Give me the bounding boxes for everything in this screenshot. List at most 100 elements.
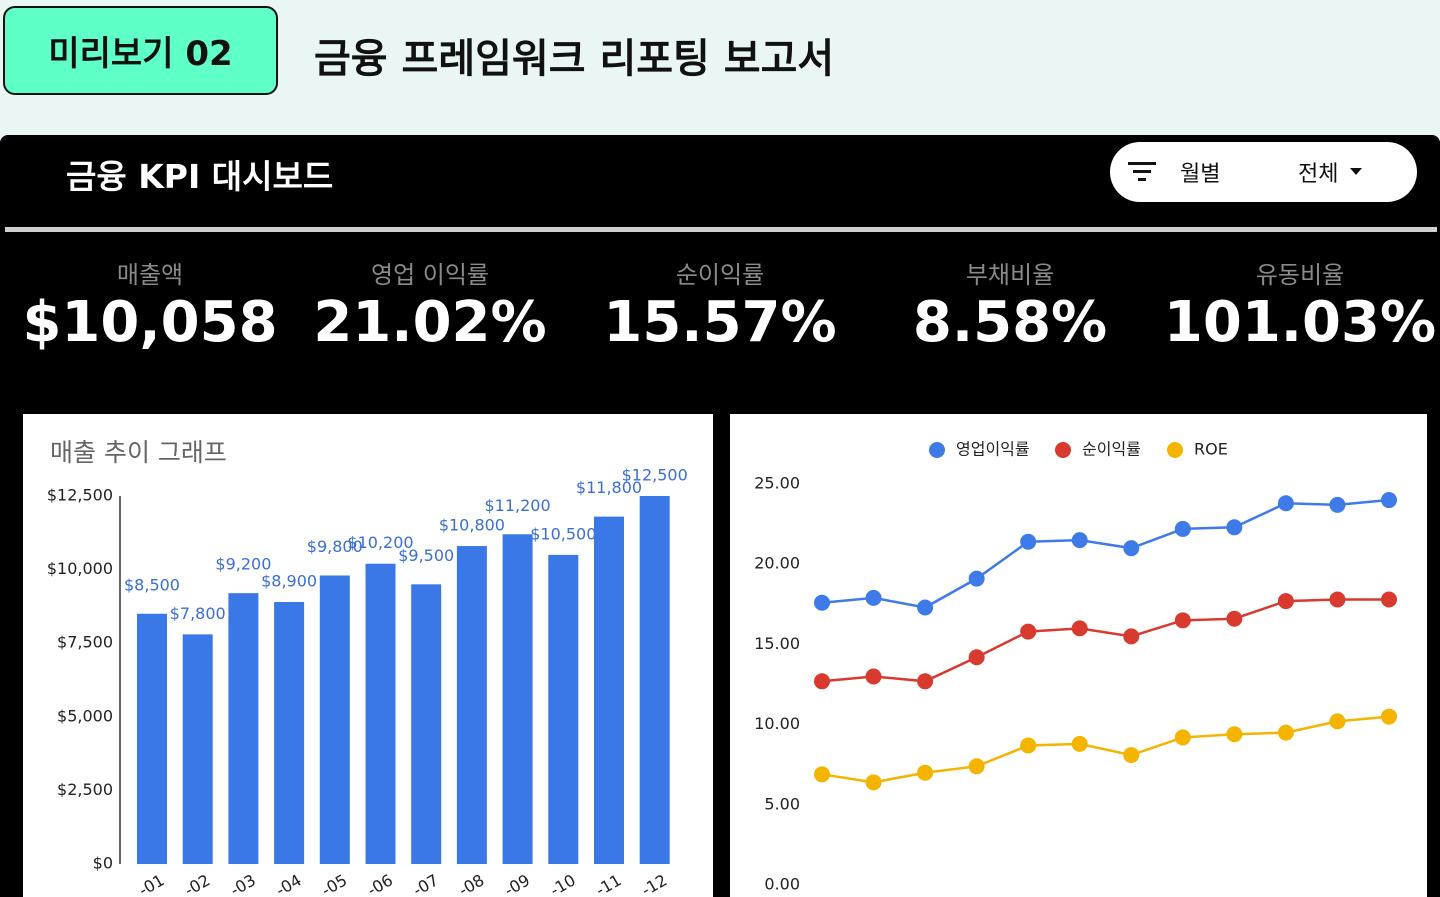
bar xyxy=(228,593,259,864)
data-point xyxy=(1277,724,1294,741)
kpi-label: 유동비율 xyxy=(1255,261,1345,289)
y-tick-label: 5.00 xyxy=(764,794,800,813)
data-point xyxy=(865,589,882,606)
chart-card xyxy=(730,414,1427,897)
kpi-label: 부채비율 xyxy=(965,261,1055,289)
value-label: $11,800 xyxy=(576,478,642,497)
data-point xyxy=(1071,620,1088,637)
data-point xyxy=(1277,593,1294,610)
value-label: $10,800 xyxy=(439,516,505,535)
series-line xyxy=(821,498,1390,609)
filter-control[interactable] xyxy=(1110,142,1417,202)
y-tick-label: $12,500 xyxy=(47,486,113,505)
x-tick-label: -01 xyxy=(135,870,167,897)
kpi-value: 21.02% xyxy=(313,290,547,355)
bar xyxy=(274,601,305,864)
value-label: $8,500 xyxy=(124,575,180,594)
y-tick-label: $10,000 xyxy=(47,559,113,578)
filter-icon xyxy=(1128,162,1156,181)
kpi-value: $10,058 xyxy=(22,290,278,355)
kpi-label: 영업 이익률 xyxy=(370,261,490,289)
bar xyxy=(502,534,533,864)
value-label: $11,200 xyxy=(485,496,551,515)
x-tick-label: -09 xyxy=(501,870,533,897)
bar xyxy=(365,563,396,864)
data-point xyxy=(1329,713,1346,730)
data-point xyxy=(1071,532,1088,549)
x-tick-label: -11 xyxy=(592,870,624,897)
bar-chart: 매출 추이 그래프 $0 $2,500 $5,000 $7,500 $10,000 $12,… xyxy=(47,438,688,897)
data-point xyxy=(1174,520,1191,537)
dropdown-caret xyxy=(1350,168,1362,175)
x-tick-label: -02 xyxy=(181,870,213,897)
divider xyxy=(5,227,1437,232)
data-point xyxy=(968,758,985,775)
value-label: $9,800 xyxy=(307,537,363,556)
kpi-value: 101.03% xyxy=(1163,290,1437,355)
page-title: 금융 프레임워크 리포팅 보고서 xyxy=(314,36,835,82)
data-point xyxy=(1174,612,1191,629)
data-point xyxy=(865,668,882,685)
x-tick-label: -10 xyxy=(547,870,579,897)
data-point xyxy=(1329,591,1346,608)
kpi-label: 순이익률 xyxy=(675,261,765,289)
dashboard-title: 금융 KPI 대시보드 xyxy=(66,157,334,196)
data-point xyxy=(1381,708,1397,725)
bar xyxy=(594,516,624,864)
data-point xyxy=(1226,726,1243,743)
data-point xyxy=(1020,737,1037,754)
y-tick-label: $0 xyxy=(93,854,113,873)
value-label: $9,500 xyxy=(398,546,454,565)
legend-marker xyxy=(1055,442,1071,458)
badge: 미리보기 02 xyxy=(3,6,278,95)
value-label: $12,500 xyxy=(622,466,688,485)
data-point xyxy=(1123,540,1140,557)
filter-label: 월별 xyxy=(1180,162,1221,187)
value-label: $10,200 xyxy=(347,533,413,552)
value-label: $7,800 xyxy=(170,604,226,623)
filter-dropdown[interactable]: 전체 xyxy=(1298,162,1339,187)
y-tick-label: 25.00 xyxy=(754,474,800,493)
bar xyxy=(182,634,213,864)
data-point xyxy=(1020,623,1037,640)
x-tick-label: -05 xyxy=(318,870,350,897)
kpi-label: 매출액 xyxy=(116,261,184,289)
data-point xyxy=(1071,735,1088,752)
bar xyxy=(548,554,579,864)
line-chart: 0.00 5.00 10.00 15.00 20.00 25.00 영업이익률 순이익률 ROE xyxy=(754,440,1397,894)
y-tick-label: 15.00 xyxy=(754,634,800,653)
data-point xyxy=(917,599,934,616)
kpi-value: 8.58% xyxy=(912,290,1108,355)
data-point xyxy=(1381,591,1397,608)
kpi-value: 15.57% xyxy=(603,290,837,355)
x-tick-label: -08 xyxy=(455,870,487,897)
x-tick-label: -12 xyxy=(638,870,670,897)
data-point xyxy=(1381,492,1397,509)
y-tick-label: $5,000 xyxy=(57,706,113,725)
y-tick-label: $2,500 xyxy=(57,780,113,799)
bar xyxy=(137,613,167,864)
x-tick-label: -07 xyxy=(410,870,442,897)
y-tick-label: 20.00 xyxy=(754,554,800,573)
data-point xyxy=(1123,747,1140,764)
legend-label: 순이익률 xyxy=(1082,440,1141,459)
x-tick-label: -03 xyxy=(227,870,259,897)
data-point xyxy=(968,570,985,587)
series-line xyxy=(821,598,1389,683)
legend-marker xyxy=(1167,442,1183,458)
x-tick-label: -06 xyxy=(364,870,396,897)
data-point xyxy=(1174,729,1191,746)
legend-label: 영업이익률 xyxy=(956,440,1030,459)
legend-marker xyxy=(929,442,945,458)
data-point xyxy=(814,673,830,690)
y-tick-label: 10.00 xyxy=(754,714,800,733)
data-point xyxy=(1277,495,1294,512)
data-point xyxy=(968,649,985,666)
series-line xyxy=(821,715,1390,784)
value-label: $9,200 xyxy=(215,555,271,574)
data-point xyxy=(1226,610,1243,627)
data-point xyxy=(814,766,830,783)
y-tick-label: 0.00 xyxy=(764,875,800,894)
value-label: $8,900 xyxy=(261,571,317,590)
